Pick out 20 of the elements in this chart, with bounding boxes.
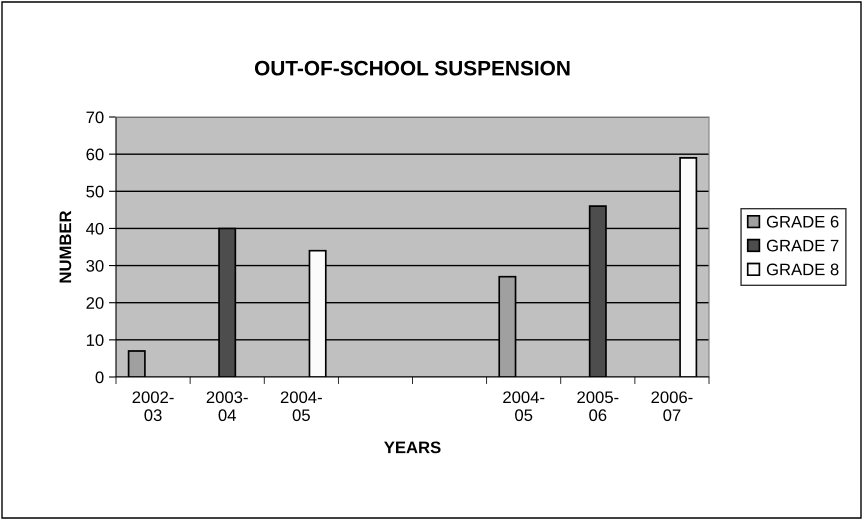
x-tick-label: 2005- 06 (577, 391, 618, 422)
x-tick-label: 2003- 04 (206, 391, 248, 422)
x-tick-label: 2004- 05 (280, 391, 322, 422)
y-tick-label: 0 (96, 371, 104, 384)
x-axis-title: YEARS (384, 441, 441, 454)
y-tick-label: 60 (86, 148, 104, 160)
y-axis-title: NUMBER (60, 210, 72, 282)
legend-label: GRADE 6 (766, 216, 838, 228)
legend-label: GRADE 8 (766, 264, 838, 276)
x-tick-label: 2004- 05 (503, 391, 544, 422)
y-tick-label: 10 (86, 334, 104, 346)
y-tick-label: 70 (86, 111, 104, 124)
x-tick-label: 2002- 03 (132, 391, 174, 422)
y-tick-label: 50 (86, 186, 104, 198)
x-tick-label: 2006- 07 (651, 391, 693, 422)
legend-label: GRADE 7 (766, 240, 838, 252)
chart-title: OUT-OF-SCHOOL SUSPENSION (254, 60, 570, 76)
y-tick-label: 20 (86, 297, 104, 309)
y-tick-label: 40 (86, 222, 104, 235)
y-tick-label: 30 (86, 260, 104, 272)
